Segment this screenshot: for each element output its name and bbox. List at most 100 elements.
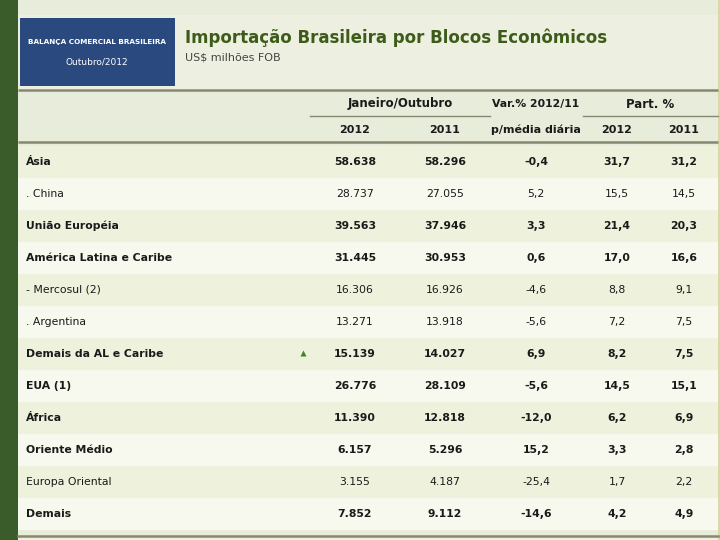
Bar [18, 498, 718, 530]
Text: 2,2: 2,2 [675, 477, 693, 487]
Bar [18, 242, 718, 274]
Text: 9,1: 9,1 [675, 285, 693, 295]
Text: 6.157: 6.157 [338, 445, 372, 455]
Text: Oriente Médio: Oriente Médio [26, 445, 112, 455]
Text: Ásia: Ásia [26, 157, 52, 167]
Text: 39.563: 39.563 [334, 221, 376, 231]
Text: Outubro/2012: Outubro/2012 [66, 57, 128, 66]
Text: Europa Oriental: Europa Oriental [26, 477, 112, 487]
Text: 14.027: 14.027 [424, 349, 466, 359]
Text: 2,8: 2,8 [675, 445, 693, 455]
Text: 3.155: 3.155 [340, 477, 370, 487]
Text: União Européia: União Européia [26, 221, 119, 231]
Text: 8,2: 8,2 [607, 349, 626, 359]
Text: Var.% 2012/11: Var.% 2012/11 [492, 99, 580, 109]
Text: 37.946: 37.946 [424, 221, 466, 231]
Text: -5,6: -5,6 [526, 317, 546, 327]
Text: 31,7: 31,7 [603, 157, 631, 167]
Text: 28.109: 28.109 [424, 381, 466, 391]
Text: 4,9: 4,9 [675, 509, 693, 519]
Text: 15.139: 15.139 [334, 349, 376, 359]
Text: 6,9: 6,9 [675, 413, 693, 423]
Text: -5,6: -5,6 [524, 381, 548, 391]
Bar [18, 146, 718, 178]
Text: . Argentina: . Argentina [26, 317, 86, 327]
Text: -0,4: -0,4 [524, 157, 548, 167]
Text: Janeiro/Outubro: Janeiro/Outubro [347, 98, 453, 111]
Text: 7,5: 7,5 [675, 317, 693, 327]
Bar [590, 0, 720, 540]
Bar [18, 536, 718, 540]
Text: 8,8: 8,8 [608, 285, 626, 295]
Text: 0,6: 0,6 [526, 253, 546, 263]
Text: 4,2: 4,2 [607, 509, 626, 519]
Bar [18, 178, 718, 210]
Text: 28.737: 28.737 [336, 189, 374, 199]
Text: 2012: 2012 [602, 125, 632, 135]
Text: -12,0: -12,0 [521, 413, 552, 423]
Text: BALANÇA COMERCIAL BRASILEIRA: BALANÇA COMERCIAL BRASILEIRA [28, 39, 166, 45]
Text: 16,6: 16,6 [670, 253, 698, 263]
Text: 5,2: 5,2 [527, 189, 544, 199]
Text: 3,3: 3,3 [607, 445, 626, 455]
Bar [18, 306, 718, 338]
Text: 58.638: 58.638 [334, 157, 376, 167]
Text: Part. %: Part. % [626, 98, 675, 111]
Text: 11.390: 11.390 [334, 413, 376, 423]
Text: 7,2: 7,2 [608, 317, 626, 327]
Text: 2012: 2012 [340, 125, 370, 135]
Text: 6,9: 6,9 [526, 349, 546, 359]
Text: 13.918: 13.918 [426, 317, 464, 327]
Bar [18, 370, 718, 402]
Text: 15,5: 15,5 [605, 189, 629, 199]
Text: 16.926: 16.926 [426, 285, 464, 295]
Text: 2011: 2011 [430, 125, 460, 135]
Text: 21,4: 21,4 [603, 221, 631, 231]
Bar [0, 0, 18, 540]
Text: US$ milhões FOB: US$ milhões FOB [185, 52, 281, 62]
Bar [18, 466, 718, 498]
Text: Demais: Demais [26, 509, 71, 519]
Text: Demais da AL e Caribe: Demais da AL e Caribe [26, 349, 163, 359]
Text: 27.055: 27.055 [426, 189, 464, 199]
Text: Importação Brasileira por Blocos Econômicos: Importação Brasileira por Blocos Econômi… [185, 29, 607, 47]
Text: 12.818: 12.818 [424, 413, 466, 423]
Bar [18, 338, 718, 370]
Text: 30.953: 30.953 [424, 253, 466, 263]
Text: -14,6: -14,6 [520, 509, 552, 519]
Text: 3,3: 3,3 [526, 221, 546, 231]
Text: 15,2: 15,2 [523, 445, 549, 455]
Text: 20,3: 20,3 [670, 221, 698, 231]
Text: 14,5: 14,5 [672, 189, 696, 199]
Text: - Mercosul (2): - Mercosul (2) [26, 285, 101, 295]
Text: 15,1: 15,1 [670, 381, 698, 391]
Text: 4.187: 4.187 [430, 477, 460, 487]
Bar [18, 15, 718, 90]
Text: 5.296: 5.296 [428, 445, 462, 455]
Text: 58.296: 58.296 [424, 157, 466, 167]
Text: 13.271: 13.271 [336, 317, 374, 327]
Bar [18, 402, 718, 434]
Bar [20, 18, 175, 86]
Text: 26.776: 26.776 [334, 381, 376, 391]
Text: 6,2: 6,2 [607, 413, 626, 423]
Text: 16.306: 16.306 [336, 285, 374, 295]
Text: -25,4: -25,4 [522, 477, 550, 487]
Bar [18, 434, 718, 466]
Bar [18, 210, 718, 242]
Text: EUA (1): EUA (1) [26, 381, 71, 391]
Text: 7.852: 7.852 [338, 509, 372, 519]
Bar [18, 274, 718, 306]
Text: 1,7: 1,7 [608, 477, 626, 487]
Text: 7,5: 7,5 [675, 349, 693, 359]
Text: África: África [26, 413, 62, 423]
Text: p/média diária: p/média diária [491, 125, 581, 135]
Text: 14,5: 14,5 [603, 381, 631, 391]
Text: 2011: 2011 [669, 125, 699, 135]
Text: 9.112: 9.112 [428, 509, 462, 519]
Text: América Latina e Caribe: América Latina e Caribe [26, 253, 172, 263]
Text: -4,6: -4,6 [526, 285, 546, 295]
Text: 17,0: 17,0 [603, 253, 631, 263]
Text: 31.445: 31.445 [334, 253, 376, 263]
Text: . China: . China [26, 189, 64, 199]
